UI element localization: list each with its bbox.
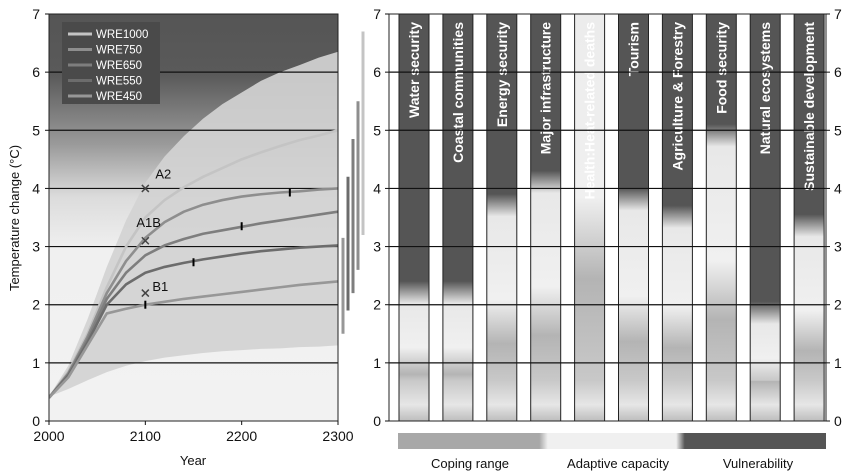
legend-box xyxy=(62,22,160,104)
y-tick-label: 1 xyxy=(32,355,40,371)
y-tick-label: 0 xyxy=(373,413,381,429)
x-tick-label: 2200 xyxy=(226,428,257,444)
column-label: Water security xyxy=(406,22,422,118)
column-5 xyxy=(574,13,606,422)
y-tick-label: 7 xyxy=(373,6,381,22)
y-axis-title: Temperature change (°C) xyxy=(7,145,22,291)
y-tick-label: 2 xyxy=(32,297,40,313)
scenario-label: A1B xyxy=(136,215,161,230)
legend-entry: WRE550 xyxy=(96,76,142,88)
series-line-wre1000 xyxy=(49,129,338,399)
plot-frame xyxy=(48,13,339,422)
y-tick-label: 2 xyxy=(834,297,842,313)
y-tick-label: 6 xyxy=(834,64,842,80)
series-line-wre450 xyxy=(49,280,338,399)
legend-entry: WRE1000 xyxy=(96,29,148,41)
column-10 xyxy=(793,13,825,422)
column-1 xyxy=(398,13,430,422)
x-tick-label: 2100 xyxy=(130,428,161,444)
legend-coping-range: Coping range xyxy=(431,456,509,471)
column-label: Tourism xyxy=(626,22,642,76)
legend-entry: WRE450 xyxy=(96,91,142,103)
column-label: Food security xyxy=(713,22,729,114)
y-tick-label: 6 xyxy=(373,64,381,80)
y-tick-label: 5 xyxy=(373,122,381,138)
legend-vulnerability: Vulnerability xyxy=(723,456,794,471)
series-line-wre650 xyxy=(49,210,338,399)
y-tick-label: 6 xyxy=(32,64,40,80)
y-tick-label: 1 xyxy=(373,355,381,371)
column-2 xyxy=(442,13,474,422)
legend-entry: WRE650 xyxy=(96,60,142,72)
scenario-marker xyxy=(141,289,150,298)
vulnerability-chart: Water security Coastal communities Energy … xyxy=(373,6,842,471)
column-4 xyxy=(530,13,562,422)
scenario-label: A2 xyxy=(155,166,171,181)
legend-adaptive-capacity: Adaptive capacity xyxy=(567,456,669,471)
scenario-marker xyxy=(141,184,150,193)
scenario-label: B1 xyxy=(152,279,168,294)
column-7 xyxy=(661,13,693,422)
column-label: Major infrastructure xyxy=(538,22,554,154)
x-tick-label: 2300 xyxy=(322,428,353,444)
scenario-marker xyxy=(141,236,150,245)
legend-gradient-bar xyxy=(398,433,826,449)
y-tick-label: 2 xyxy=(373,297,381,313)
y-tick-label: 3 xyxy=(373,239,381,255)
column-3 xyxy=(486,13,518,422)
column-label: Agriculture & Forestry xyxy=(669,22,685,171)
column-label: Health:Heat-related deaths xyxy=(582,22,598,200)
y-tick-label: 1 xyxy=(834,355,842,371)
column-label: Sustainable development xyxy=(801,22,817,191)
y-tick-label: 7 xyxy=(32,6,40,22)
column-label: Energy security xyxy=(494,22,510,127)
column-label: Natural ecosystems xyxy=(757,22,773,155)
y-tick-label: 3 xyxy=(834,239,842,255)
x-tick-label: 2000 xyxy=(33,428,64,444)
y-tick-label: 0 xyxy=(834,413,842,429)
column-label: Coastal communities xyxy=(450,22,466,163)
temperature-chart: A2 A1B B1 0 1 2 3 4 5 6 7 2000 2100 2200 2300 Temper… xyxy=(7,6,365,468)
plot-frame xyxy=(388,13,827,422)
y-tick-label: 4 xyxy=(834,180,842,196)
legend-entry: WRE750 xyxy=(96,45,142,57)
column-6 xyxy=(618,13,649,422)
y-tick-label: 7 xyxy=(834,6,842,22)
y-tick-label: 4 xyxy=(32,180,40,196)
y-tick-label: 3 xyxy=(32,239,40,255)
legend: WRE1000 WRE750 WRE650 WRE550 WRE450 xyxy=(62,22,160,104)
y-tick-label: 5 xyxy=(32,122,40,138)
y-tick-label: 0 xyxy=(32,413,40,429)
y-tick-label: 5 xyxy=(834,122,842,138)
y-tick-label: 4 xyxy=(373,180,381,196)
x-axis-title: Year xyxy=(180,453,207,468)
